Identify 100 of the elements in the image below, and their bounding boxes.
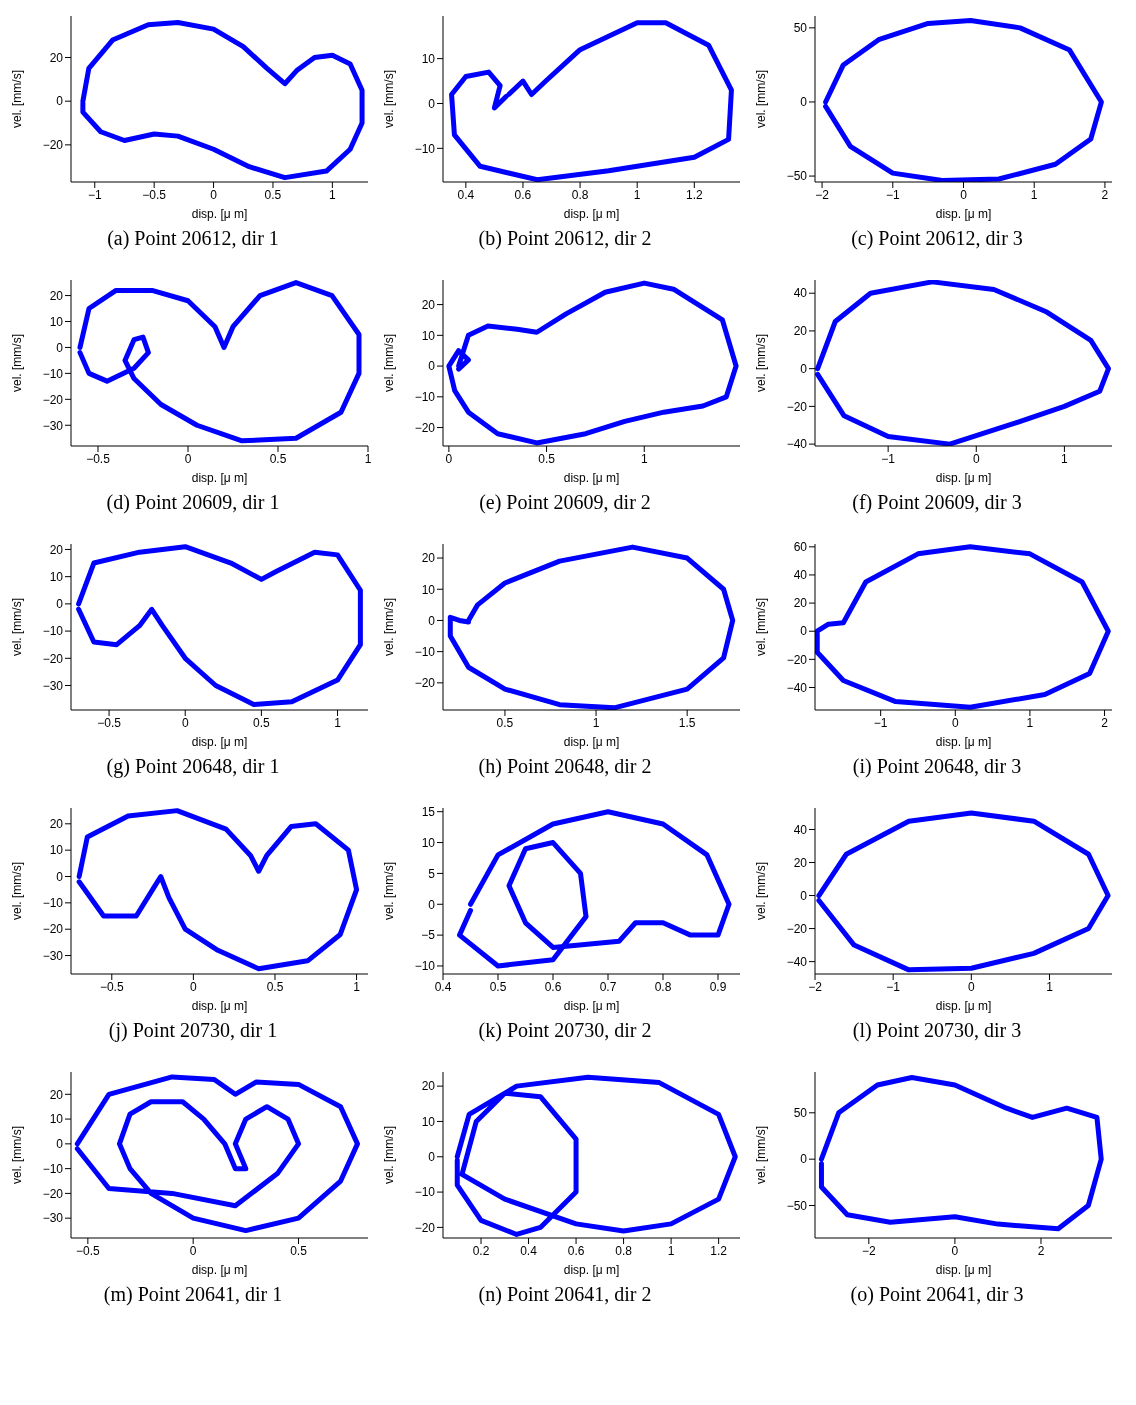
x-tick-label: 1 — [640, 451, 648, 466]
x-axis-title: disp. [μ m] — [563, 207, 620, 221]
x-tick-label: −1 — [885, 187, 900, 202]
y-tick-label: −20 — [42, 651, 64, 666]
x-tick-label: 1.5 — [678, 715, 696, 730]
x-tick-label: 1 — [329, 187, 337, 202]
y-axis-title: vel. [mm/s] — [754, 333, 769, 393]
x-tick-label: 1 — [1026, 715, 1034, 730]
y-axis-title: vel. [mm/s] — [382, 861, 397, 921]
x-tick-label: −2 — [861, 1243, 876, 1258]
y-tick-label: 20 — [49, 288, 64, 303]
text: (c) Point 20612, dir 3 — [851, 227, 1023, 250]
x-tick-label: −1 — [886, 979, 901, 994]
y-tick-label: 40 — [793, 822, 808, 837]
y-tick-label: −20 — [42, 392, 64, 407]
y-tick-label: 20 — [49, 542, 64, 557]
x-axis-title: disp. [μ m] — [563, 735, 620, 749]
x-tick-label: 0.6 — [567, 1243, 585, 1258]
x-tick-label: 0.6 — [544, 979, 562, 994]
x-tick-label: 1 — [353, 979, 361, 994]
x-tick-label: 0.5 — [538, 451, 556, 466]
x-axis-title: disp. [μ m] — [191, 735, 248, 749]
y-tick-label: −20 — [414, 1220, 436, 1235]
x-tick-label: 0.8 — [615, 1243, 633, 1258]
x-tick-label: 0.5 — [253, 715, 271, 730]
y-tick-label: −30 — [42, 678, 64, 693]
x-tick-label: −0.5 — [76, 1243, 101, 1258]
y-tick-label: 20 — [421, 297, 436, 312]
y-tick-label: −10 — [42, 896, 64, 911]
x-tick-label: 0.5 — [266, 979, 284, 994]
x-tick-label: 1 — [592, 715, 600, 730]
y-axis-title: vel. [mm/s] — [754, 1125, 769, 1185]
y-tick-label: −30 — [42, 418, 64, 433]
x-tick-label: 0.5 — [290, 1243, 308, 1258]
x-tick-label: −0.5 — [99, 979, 124, 994]
x-tick-label: −0.5 — [142, 187, 167, 202]
x-tick-label: −1 — [87, 187, 102, 202]
y-tick-label: 0 — [56, 1137, 64, 1152]
y-tick-label: −20 — [42, 138, 64, 153]
x-tick-label: 1 — [1061, 451, 1069, 466]
y-tick-label: 10 — [49, 1112, 64, 1127]
x-tick-label: 0.6 — [514, 187, 532, 202]
y-tick-label: 0 — [56, 869, 64, 884]
x-tick-label: 0.9 — [709, 979, 727, 994]
y-tick-label: 0 — [800, 624, 808, 639]
y-tick-label: 50 — [793, 21, 808, 36]
y-tick-label: 20 — [49, 817, 64, 832]
x-tick-label: 0.5 — [489, 979, 507, 994]
x-axis-title: disp. [μ m] — [935, 207, 992, 221]
x-tick-label: 0.8 — [571, 187, 589, 202]
x-axis-title: disp. [μ m] — [191, 471, 248, 485]
y-tick-label: 15 — [421, 804, 436, 819]
x-tick-label: 0.4 — [434, 979, 452, 994]
x-tick-label: 1 — [633, 187, 641, 202]
y-tick-label: −10 — [414, 1185, 436, 1200]
x-axis-title: disp. [μ m] — [191, 999, 248, 1013]
text: (o) Point 20641, dir 3 — [850, 1283, 1024, 1306]
y-tick-label: 10 — [49, 843, 64, 858]
y-tick-label: 0 — [428, 1150, 436, 1165]
y-tick-label: −40 — [786, 954, 808, 969]
y-tick-label: −50 — [786, 169, 808, 184]
y-tick-label: 10 — [49, 569, 64, 584]
x-tick-label: 1 — [1030, 187, 1038, 202]
x-tick-label: −0.5 — [97, 715, 122, 730]
y-tick-label: −5 — [421, 928, 436, 943]
x-tick-label: 0 — [951, 715, 959, 730]
y-tick-label: 10 — [421, 1114, 436, 1129]
x-tick-label: 0 — [190, 979, 198, 994]
x-axis-title: disp. [μ m] — [191, 207, 248, 221]
x-tick-label: 2 — [1101, 715, 1109, 730]
y-axis-title: vel. [mm/s] — [382, 597, 397, 657]
x-tick-label: −2 — [815, 187, 830, 202]
text: (m) Point 20641, dir 1 — [103, 1283, 283, 1306]
x-tick-label: 0.5 — [264, 187, 282, 202]
x-tick-label: 1 — [667, 1243, 675, 1258]
y-tick-label: 0 — [56, 94, 64, 109]
y-tick-label: 0 — [428, 897, 436, 912]
text: (j) Point 20730, dir 1 — [108, 1019, 278, 1042]
x-axis-title: disp. [μ m] — [191, 1263, 248, 1277]
x-tick-label: 0.5 — [496, 715, 514, 730]
y-axis-title: vel. [mm/s] — [10, 597, 25, 657]
y-axis-title: vel. [mm/s] — [754, 69, 769, 129]
y-tick-label: −30 — [42, 948, 64, 963]
y-tick-label: 20 — [49, 1087, 64, 1102]
y-tick-label: 10 — [421, 328, 436, 343]
y-tick-label: −20 — [786, 652, 808, 667]
y-tick-label: 20 — [793, 855, 808, 870]
y-axis-title: vel. [mm/s] — [10, 861, 25, 921]
text: (a) Point 20612, dir 1 — [107, 227, 279, 250]
x-tick-label: 0.8 — [654, 979, 672, 994]
y-tick-label: 0 — [428, 96, 436, 111]
x-tick-label: 2 — [1037, 1243, 1045, 1258]
x-tick-label: 0 — [967, 979, 975, 994]
x-tick-label: 1 — [364, 451, 372, 466]
x-tick-label: −1 — [873, 715, 888, 730]
y-tick-label: 20 — [49, 50, 64, 65]
text: (i) Point 20648, dir 3 — [852, 755, 1022, 778]
text: (b) Point 20612, dir 2 — [478, 227, 652, 250]
x-axis-title: disp. [μ m] — [935, 471, 992, 485]
x-axis-title: disp. [μ m] — [563, 1263, 620, 1277]
